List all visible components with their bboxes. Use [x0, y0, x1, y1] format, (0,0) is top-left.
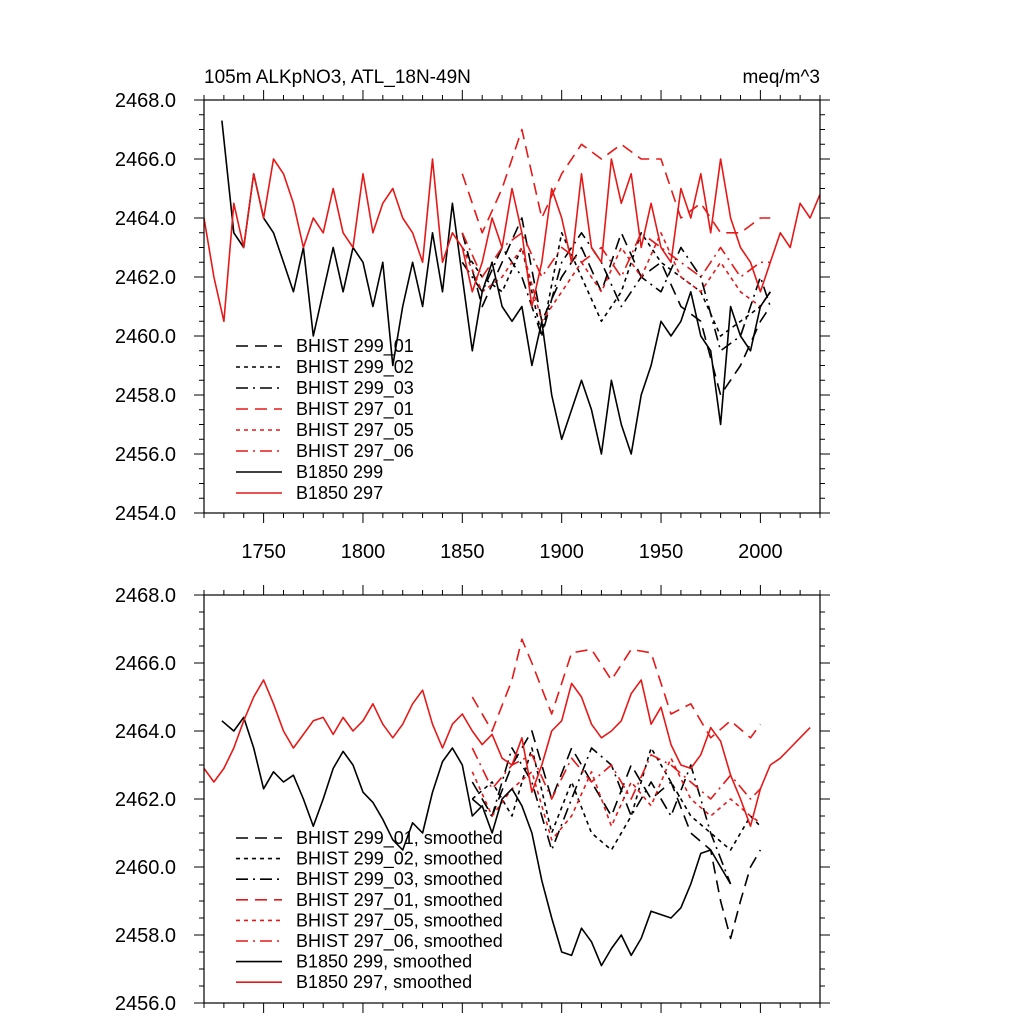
series-line-bhist-297-06-smoothed [471, 747, 761, 800]
x-tick-label: 1750 [241, 541, 286, 563]
legend-label: B1850 297 [296, 483, 383, 503]
y-tick-label: 2456.0 [115, 444, 176, 466]
legend-label: BHIST 297_06, smoothed [296, 931, 503, 952]
series-group [204, 120, 820, 455]
y-tick-label: 2464.0 [115, 208, 176, 230]
legend-label: BHIST 297_05, smoothed [296, 910, 503, 931]
series-line-bhist-299-03-smoothed [471, 747, 732, 885]
y-tick-label: 2464.0 [115, 721, 176, 743]
chart-title: 105m ALKpNO3, ATL_18N-49N [204, 67, 471, 88]
legend-label: BHIST 299_02 [296, 357, 414, 378]
series-line-b1850-297 [204, 158, 820, 323]
y-tick-label: 2462.0 [115, 789, 176, 811]
y-tick-label: 2454.0 [115, 503, 176, 525]
legend-label: BHIST 299_03, smoothed [296, 869, 503, 890]
units-label: meq/m^3 [742, 67, 820, 88]
legend-label: BHIST 299_03 [296, 378, 414, 399]
x-tick-label: 1900 [539, 541, 584, 563]
x-tick-label: 1850 [440, 541, 485, 563]
y-tick-label: 2458.0 [115, 385, 176, 407]
series-line-bhist-299-01-smoothed [471, 730, 762, 940]
series-line-bhist-297-06 [461, 232, 771, 278]
smoothed-timeseries-panel: 2456.0 2458.0 2460.0 2462.0 2464.0 2466.0 2468… [115, 585, 830, 1015]
y-tick-label: 2458.0 [115, 925, 176, 947]
legend-label: BHIST 297_06 [296, 441, 414, 462]
y-tick-label: 2460.0 [115, 326, 176, 348]
legend-label: BHIST 299_01, smoothed [296, 828, 503, 849]
series-line-b1850-299-smoothed [221, 716, 732, 967]
series-line-bhist-297-05-smoothed [471, 757, 761, 841]
series-group [204, 638, 811, 967]
series-line-bhist-297-05 [461, 232, 771, 323]
series-line-bhist-299-02 [461, 232, 771, 337]
legend-label: B1850 297, smoothed [296, 972, 472, 992]
series-line-b1850-297-smoothed [204, 679, 811, 828]
legend-label: BHIST 299_02, smoothed [296, 849, 503, 870]
y-tick-label: 2456.0 [115, 993, 176, 1015]
series-line-bhist-297-01 [461, 128, 771, 234]
x-tick-label: 1800 [341, 541, 386, 563]
y-tick-label: 2460.0 [115, 857, 176, 879]
legend-label: BHIST 297_01 [296, 399, 414, 420]
series-line-bhist-299-03 [461, 232, 772, 352]
legend-label: BHIST 299_01 [296, 336, 414, 357]
y-tick-label: 2466.0 [115, 149, 176, 171]
y-tick-label: 2468.0 [115, 90, 176, 112]
series-line-bhist-297-01-smoothed [471, 638, 762, 739]
legend-label: B1850 299 [296, 462, 383, 482]
legend-label: BHIST 297_01, smoothed [296, 890, 503, 911]
legend-label: B1850 299, smoothed [296, 952, 472, 972]
y-tick-label: 2468.0 [115, 585, 176, 607]
series-line-b1850-299 [221, 120, 771, 455]
series-line-bhist-299-02-smoothed [471, 747, 761, 851]
y-tick-label: 2466.0 [115, 653, 176, 675]
series-line-bhist-299-01 [461, 217, 771, 396]
raw-timeseries-panel: 1750 1800 1850 1900 1950 2000 2454.0 2456.0 2458… [115, 90, 830, 563]
x-tick-label: 1950 [639, 541, 684, 563]
legend-label: BHIST 297_05 [296, 420, 414, 441]
y-tick-label: 2462.0 [115, 267, 176, 289]
x-tick-label: 2000 [738, 541, 783, 563]
